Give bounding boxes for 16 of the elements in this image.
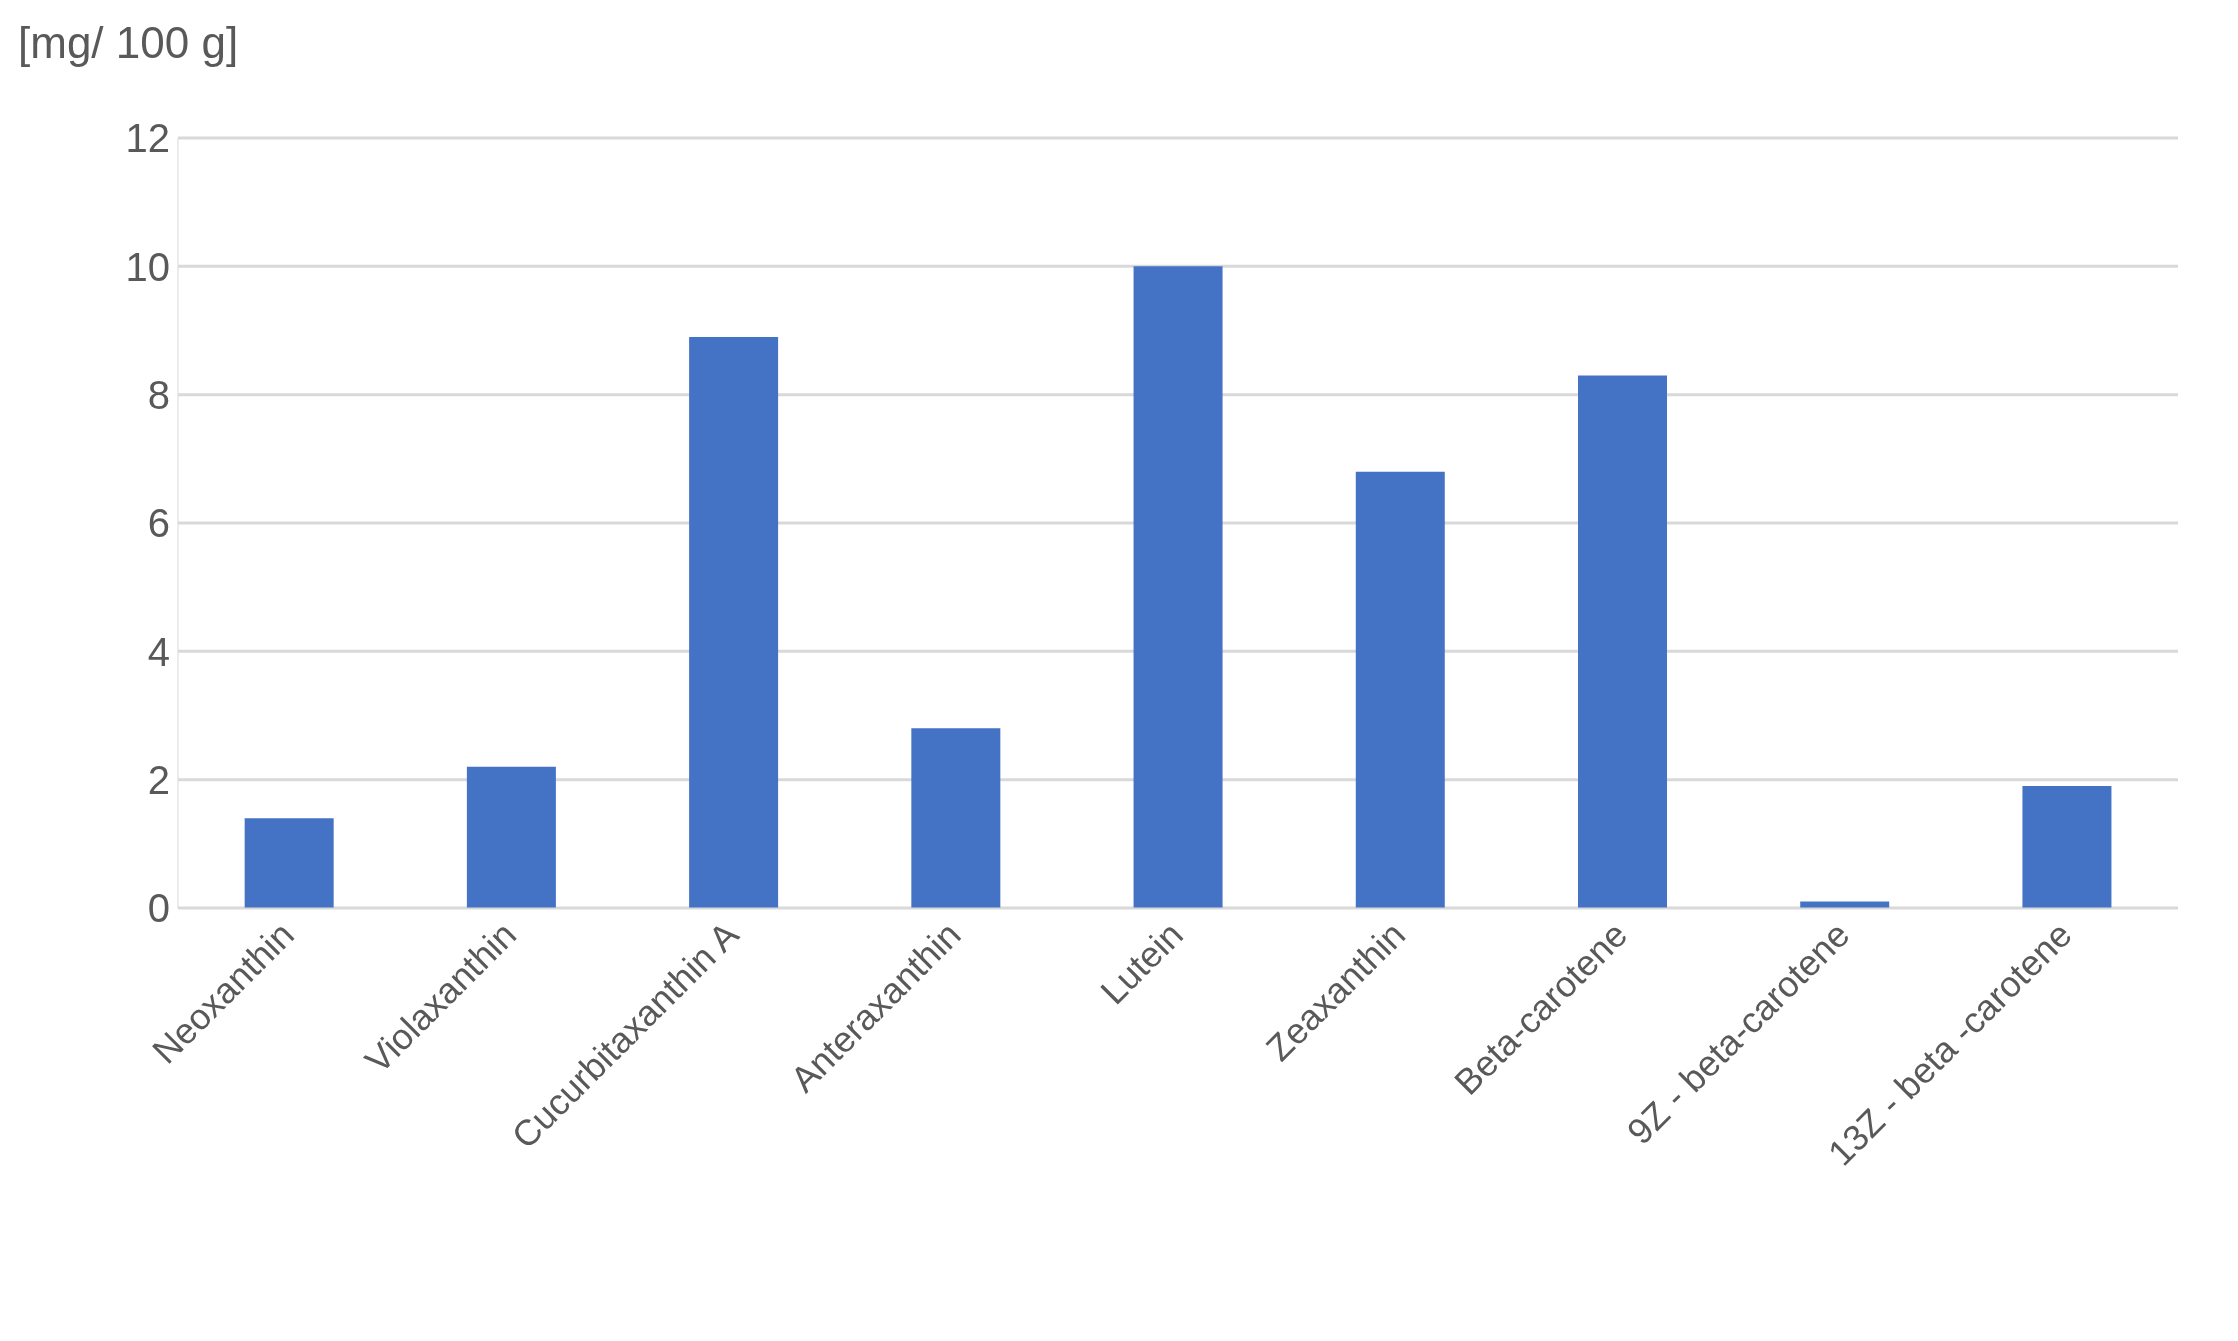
y-tick-label: 6 [147, 501, 170, 546]
bar [244, 818, 334, 908]
bar [1355, 471, 1445, 908]
y-axis-title: [mg/ 100 g] [18, 18, 239, 68]
bar [911, 728, 1001, 908]
bar [689, 336, 779, 908]
y-tick-label: 4 [147, 629, 170, 674]
y-tick-label: 8 [147, 372, 170, 417]
y-tick-label: 0 [147, 886, 170, 931]
y-tick-label: 10 [125, 244, 170, 289]
bar [466, 766, 556, 908]
y-tick-label: 2 [147, 757, 170, 802]
bar [2022, 786, 2112, 908]
bar [1578, 375, 1667, 908]
y-tick-label: 12 [125, 116, 170, 161]
bar [1133, 266, 1223, 908]
